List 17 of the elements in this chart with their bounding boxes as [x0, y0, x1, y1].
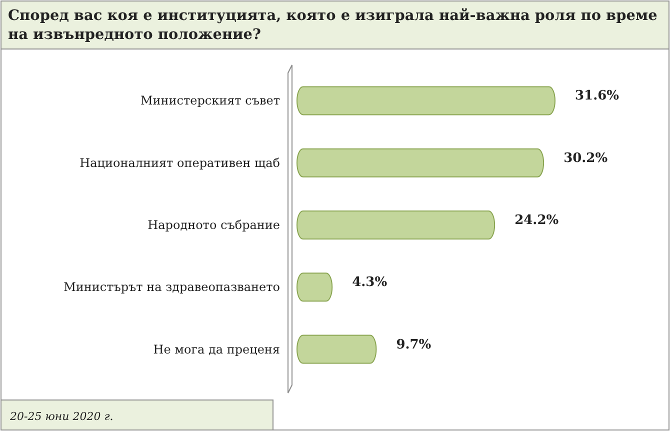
chart-title: Според вас коя е институцията, която е изиграла най-важна роля по време на извънредното положение?: [8, 7, 658, 43]
y-tick-label: Народното събрание: [148, 218, 280, 232]
data-label: 9.7%: [396, 337, 432, 352]
bar: [296, 148, 544, 178]
text: 20-25 юни 2020 г.: [9, 410, 114, 423]
y-tick-label: Не мога да преценя: [153, 342, 280, 356]
data-label: 4.3%: [352, 275, 388, 290]
bar: [296, 86, 556, 116]
data-label: 24.2%: [514, 213, 560, 228]
bar: [296, 272, 333, 302]
data-label: 30.2%: [564, 150, 608, 166]
y-tick-label: Националният оперативен щаб: [80, 156, 280, 170]
data-label: 31.6%: [575, 88, 620, 104]
bar: [296, 334, 377, 364]
bar: [296, 210, 496, 240]
y-tick-label: Министърът на здравеопазването: [64, 280, 280, 294]
y-tick-label: Министерският съвет: [140, 94, 280, 108]
